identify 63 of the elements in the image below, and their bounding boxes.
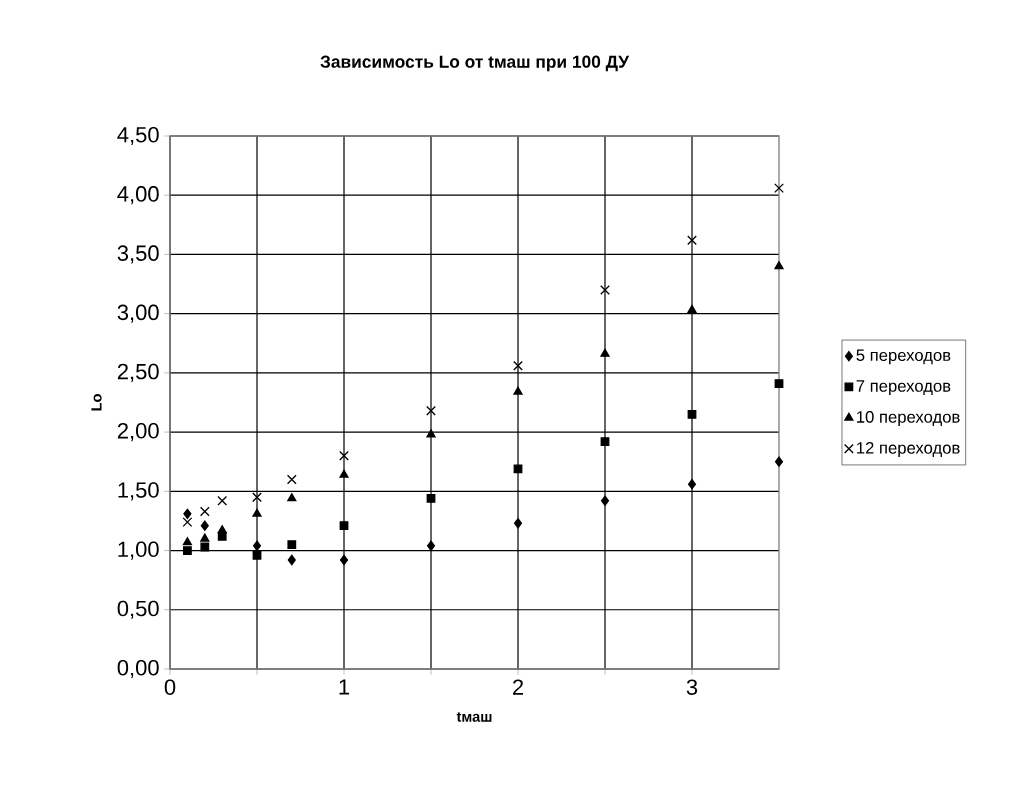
y-tick-label: 3,50 <box>117 245 159 264</box>
x-tick-label: 2 <box>512 679 524 695</box>
legend-label: 10 переходов <box>857 411 960 427</box>
point <box>426 494 436 503</box>
y-tick-label: 1,00 <box>118 541 159 560</box>
point <box>513 464 523 474</box>
point <box>252 492 262 503</box>
point <box>687 304 697 314</box>
point <box>200 542 210 552</box>
legend-label: 7 переходов <box>856 380 951 396</box>
point <box>217 525 227 534</box>
point <box>426 540 436 552</box>
point <box>199 506 210 517</box>
point <box>182 517 193 528</box>
y-tick-label: 1,50 <box>118 482 159 501</box>
point <box>426 405 436 416</box>
y-tick-label: 4,50 <box>117 126 159 146</box>
x-axis-title: tмаш <box>456 712 492 722</box>
point <box>600 437 610 446</box>
y-tick-label: 2,50 <box>117 363 159 382</box>
point <box>687 409 697 419</box>
point <box>774 379 784 388</box>
point <box>287 493 297 502</box>
point <box>774 456 784 467</box>
point <box>339 554 349 566</box>
y-tick-label: 4,00 <box>117 186 159 205</box>
x-tick-label: 0 <box>164 679 176 695</box>
point <box>287 540 297 550</box>
point <box>687 479 697 490</box>
point <box>774 183 784 194</box>
point <box>286 474 297 485</box>
point <box>252 550 262 560</box>
point <box>182 537 192 546</box>
point <box>217 531 227 541</box>
point <box>513 518 523 529</box>
y-tick-label: 3,00 <box>117 304 159 323</box>
point <box>339 521 349 531</box>
point <box>287 554 296 566</box>
point <box>200 533 210 542</box>
point <box>339 450 349 461</box>
point <box>600 285 610 295</box>
chart-title: Зависимость Lo от tмаш при 100 ДУ <box>320 55 630 72</box>
point <box>513 360 523 371</box>
point <box>200 520 209 531</box>
y-tick-label: 0,00 <box>117 659 159 679</box>
point <box>600 348 610 357</box>
point <box>217 495 228 506</box>
point <box>252 508 262 517</box>
point <box>339 469 349 478</box>
y-tick-label: 0,50 <box>117 600 159 619</box>
point <box>183 508 192 520</box>
point <box>426 429 436 438</box>
y-axis-title: Lo <box>91 394 102 411</box>
x-tick-label: 1 <box>339 679 350 695</box>
point <box>774 261 784 270</box>
point <box>183 546 192 555</box>
x-tick-label: 3 <box>686 679 698 695</box>
point <box>600 495 610 506</box>
y-tick-label: 2,00 <box>117 423 159 442</box>
legend-label: 12 переходов <box>857 441 960 458</box>
point <box>687 235 697 246</box>
legend-label: 5 переходов <box>856 349 951 365</box>
point <box>513 386 523 395</box>
